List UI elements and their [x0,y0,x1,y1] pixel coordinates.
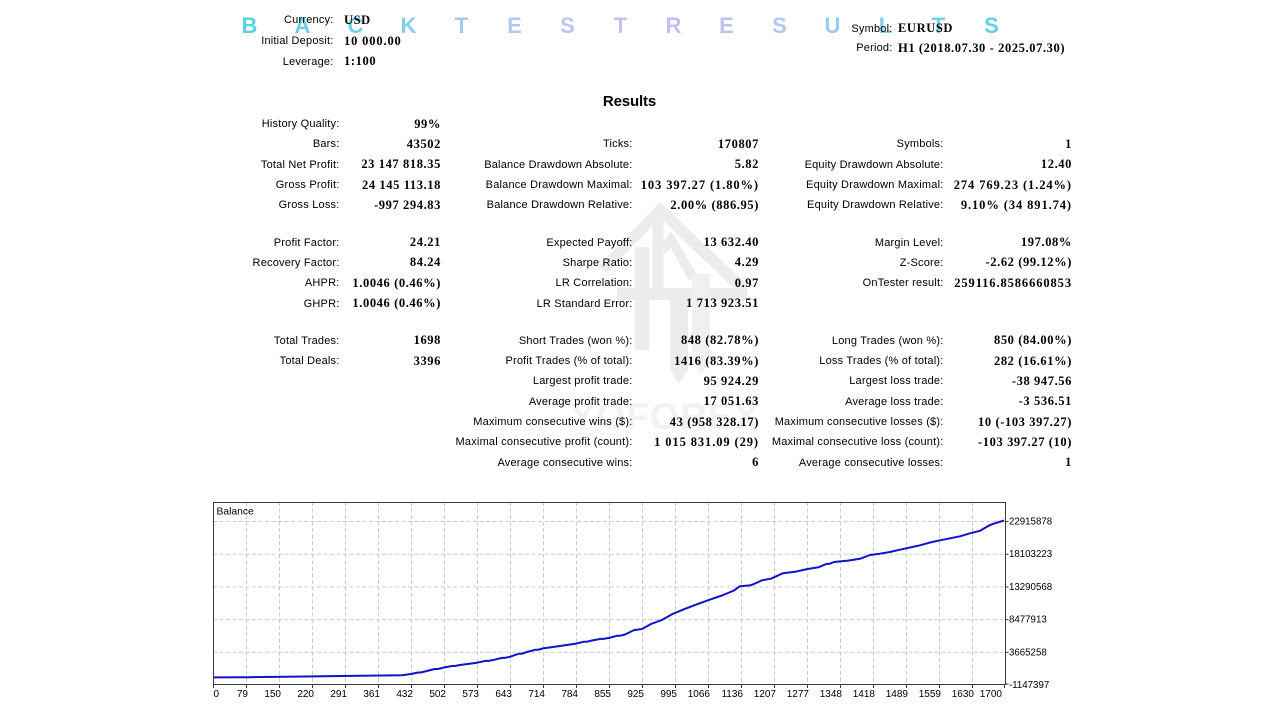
svg-text:1700: 1700 [980,689,1003,700]
svg-text:361: 361 [363,689,380,700]
svg-text:1630: 1630 [952,689,975,700]
svg-text:291: 291 [330,689,347,700]
svg-text:502: 502 [429,689,446,700]
svg-text:Balance: Balance [217,507,254,518]
svg-text:150: 150 [264,689,281,700]
svg-text:925: 925 [627,689,644,700]
svg-text:1489: 1489 [886,689,909,700]
svg-text:220: 220 [297,689,314,700]
svg-text:-1147397: -1147397 [1009,680,1049,691]
svg-text:855: 855 [594,689,611,700]
svg-text:573: 573 [462,689,479,700]
svg-text:643: 643 [495,689,512,700]
svg-text:1348: 1348 [820,689,843,700]
svg-text:1418: 1418 [853,689,876,700]
svg-text:1207: 1207 [754,689,777,700]
svg-text:YOFOREX: YOFOREX [570,396,759,437]
svg-text:1559: 1559 [919,689,942,700]
svg-text:18103223: 18103223 [1009,549,1052,560]
svg-text:22915878: 22915878 [1009,517,1052,528]
svg-text:3665258: 3665258 [1009,647,1047,658]
svg-text:995: 995 [660,689,677,700]
svg-text:1277: 1277 [787,689,810,700]
svg-text:432: 432 [396,689,413,700]
svg-text:1136: 1136 [721,689,743,700]
svg-text:0: 0 [213,689,219,700]
svg-text:79: 79 [237,689,249,700]
svg-text:13290568: 13290568 [1009,582,1052,593]
svg-text:784: 784 [561,689,578,700]
svg-text:714: 714 [528,689,545,700]
svg-text:1066: 1066 [688,689,711,700]
svg-text:8477913: 8477913 [1009,615,1047,626]
